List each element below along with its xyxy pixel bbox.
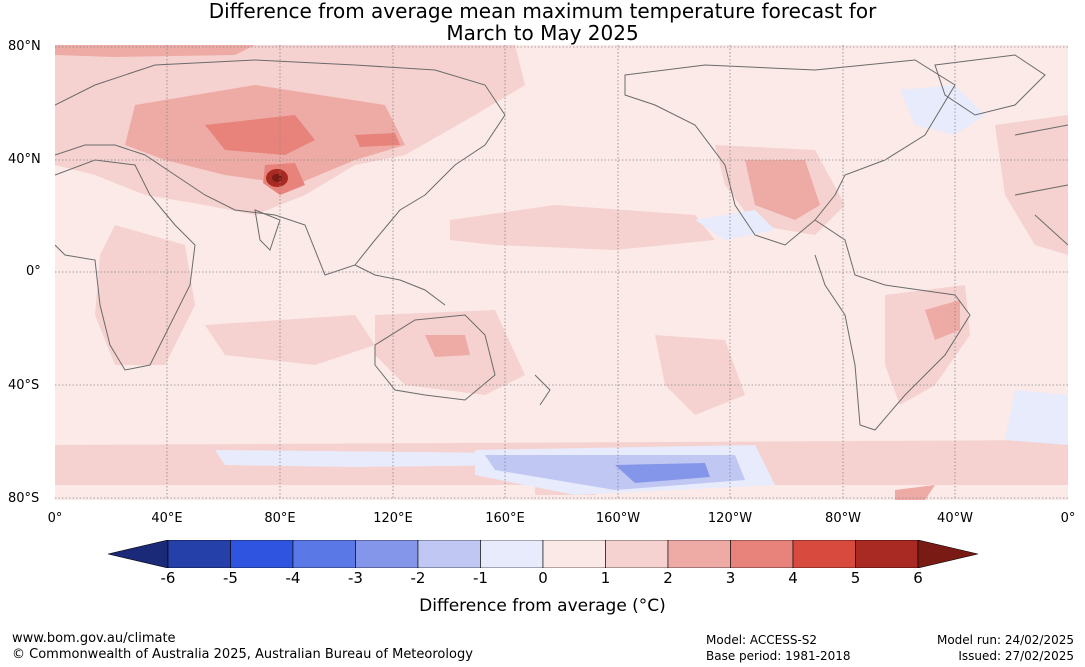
colorbar-tick-label: 3	[725, 569, 736, 587]
temperature-anomaly-map	[54, 45, 1069, 500]
lon-label-0-left: 0°	[47, 511, 63, 526]
lat-label-80s: 80°S	[8, 491, 40, 506]
colorbar-tick-label: -1	[473, 569, 488, 587]
footer-url[interactable]: www.bom.gov.au/climate	[12, 631, 176, 646]
lon-label-80e: 80°E	[264, 511, 296, 526]
lat-label-40n: 40°N	[8, 152, 41, 167]
coastlines	[54, 54, 1069, 431]
anomaly-hotspot-core	[272, 174, 282, 182]
colorbar-tick-label: -3	[348, 569, 363, 587]
colorbar-under-arrow	[108, 540, 169, 568]
colorbar-bin	[292, 540, 356, 568]
map-canvas	[54, 45, 1069, 500]
footer-model-run: Model run: 24/02/2025	[936, 633, 1074, 647]
lon-label-160e: 160°E	[485, 511, 525, 526]
colorbar-over-arrow	[917, 540, 978, 568]
colorbar-tick-label: -4	[285, 569, 301, 587]
colorbar-tick-label: 6	[913, 569, 923, 587]
lon-label-40e: 40°E	[151, 511, 183, 526]
colorbar-bin	[542, 540, 606, 568]
lat-label-80n: 80°N	[8, 39, 41, 54]
colorbar-bin	[792, 540, 856, 568]
footer-base-period: Base period: 1981-2018	[706, 649, 851, 663]
colorbar-bin	[480, 540, 544, 568]
colorbar-tick-label: 0	[538, 569, 548, 587]
colorbar-tick-label: 5	[850, 569, 861, 587]
colorbar-tick-label: 4	[788, 569, 798, 587]
colorbar-tick-label: -5	[223, 569, 238, 587]
lon-label-120w: 120°W	[707, 511, 753, 526]
colorbar-tick-label: -2	[410, 569, 426, 587]
colorbar-bin	[230, 540, 294, 568]
lon-label-40w: 40°W	[937, 511, 973, 526]
lon-label-160w: 160°W	[595, 511, 641, 526]
colorbar-bin	[355, 540, 419, 568]
lon-label-80w: 80°W	[825, 511, 861, 526]
colorbar-bin	[605, 540, 669, 568]
colorbar-bin	[855, 540, 919, 568]
lat-label-0: 0°	[26, 264, 41, 279]
graticule	[55, 45, 1068, 500]
map-title-line-1: Difference from average mean maximum tem…	[208, 0, 877, 23]
colorbar	[108, 540, 978, 568]
colorbar-bin	[417, 540, 481, 568]
colorbar-label: Difference from average (°C)	[419, 596, 666, 616]
colorbar-tick-label: -6	[160, 569, 176, 587]
colorbar-tick-label: 1	[600, 569, 611, 587]
colorbar-bin	[167, 540, 231, 568]
anomaly-cool-minus3-minus2-regions	[615, 463, 710, 483]
lon-label-120e: 120°E	[373, 511, 413, 526]
lon-label-0-right: 0°	[1060, 511, 1076, 526]
colorbar-bin	[730, 540, 794, 568]
footer-model: Model: ACCESS-S2	[706, 633, 818, 647]
footer-issued: Issued: 27/02/2025	[958, 649, 1074, 663]
colorbar-tick-label: 2	[663, 569, 673, 587]
map-title-line-2: March to May 2025	[446, 21, 639, 45]
lat-label-40s: 40°S	[8, 378, 40, 393]
colorbar-bin	[667, 540, 731, 568]
footer-copyright: © Commonwealth of Australia 2025, Austra…	[12, 647, 473, 662]
